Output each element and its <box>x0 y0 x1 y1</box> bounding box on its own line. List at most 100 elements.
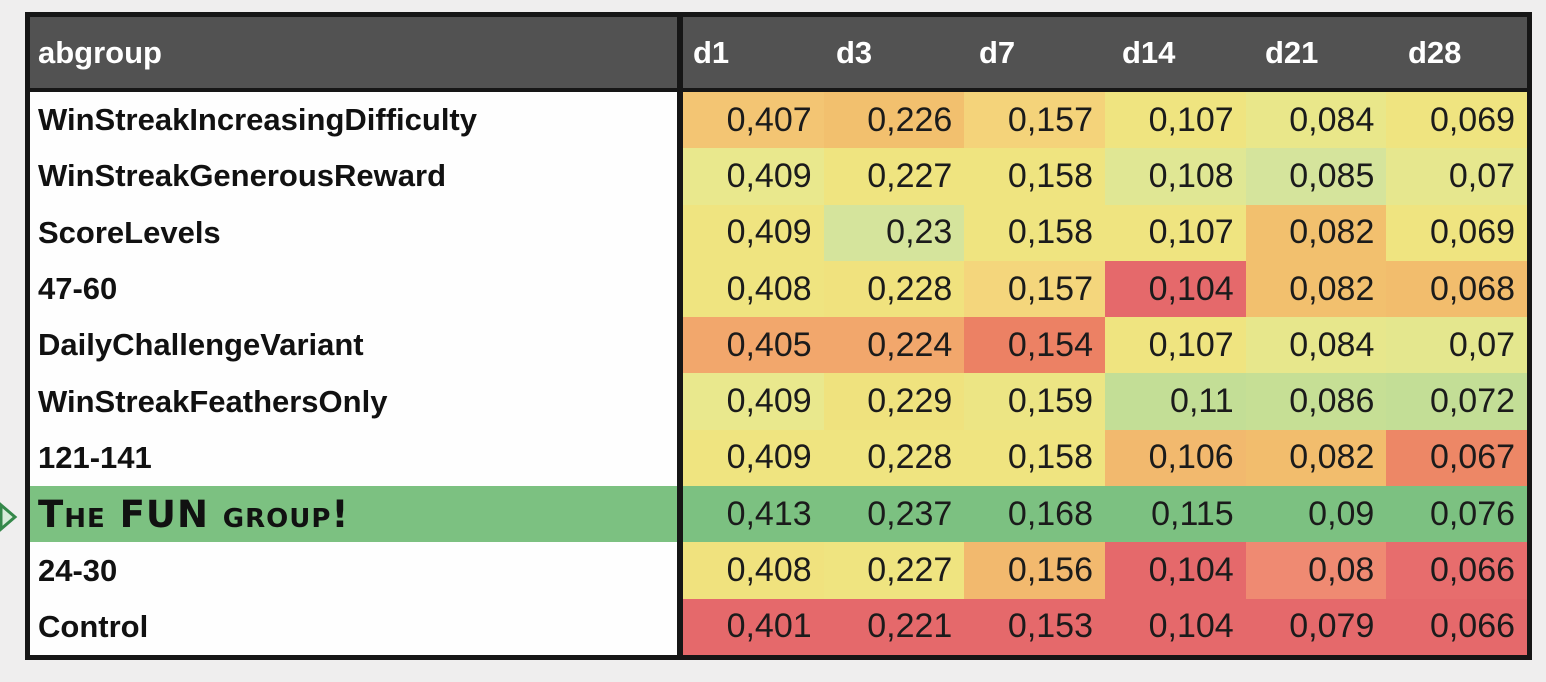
row-label: Control <box>30 598 683 655</box>
table-row: WinStreakIncreasingDifficulty 0,407 0,226 0… <box>30 92 1528 149</box>
heatmap-cell: 0,408 <box>683 542 824 599</box>
heatmap-cell: 0,067 <box>1386 429 1528 487</box>
heatmap-cell: 0,082 <box>1245 204 1387 261</box>
retention-heatmap-table: abgroup d1 d3 d7 d14 d21 d28 WinStreakIncreas… <box>25 12 1532 660</box>
heatmap-cell: 0,408 <box>683 260 824 318</box>
table-row: ScoreLevels 0,409 0,23 0,158 0,107 0,082 0,069 <box>30 204 1528 261</box>
heatmap-cell: 0,086 <box>1245 373 1387 430</box>
row-cells: 0,408 0,228 0,157 0,104 0,082 0,068 <box>683 260 1528 318</box>
row-label: DailyChallengeVariant <box>30 317 683 374</box>
column-header: d3 <box>836 34 873 70</box>
heatmap-cell: 0,079 <box>1245 598 1387 655</box>
heatmap-cell: 0,158 <box>964 148 1106 205</box>
heatmap-cell: 0,405 <box>683 317 824 374</box>
heatmap-cell: 0,08 <box>1245 542 1387 599</box>
heatmap-cell: 0,168 <box>964 486 1106 543</box>
row-label-highlighted: The FUN group! <box>30 486 683 543</box>
table-row: 121-141 0,409 0,228 0,158 0,106 0,082 0,067 <box>30 429 1528 487</box>
table-row: WinStreakFeathersOnly 0,409 0,229 0,159 0,11… <box>30 373 1528 430</box>
heatmap-cell: 0,154 <box>964 317 1106 374</box>
heatmap-cell: 0,108 <box>1105 148 1246 205</box>
row-label: WinStreakIncreasingDifficulty <box>30 92 683 149</box>
row-label: 121-141 <box>30 429 683 487</box>
table-body: WinStreakIncreasingDifficulty 0,407 0,226 0… <box>30 92 1528 655</box>
heatmap-cell: 0,156 <box>964 542 1106 599</box>
table-row: WinStreakGenerousReward 0,409 0,227 0,158 0,… <box>30 148 1528 205</box>
heatmap-cell: 0,084 <box>1245 92 1387 149</box>
abgroup-column-header: abgroup <box>30 17 683 88</box>
heatmap-cell: 0,229 <box>823 373 965 430</box>
heatmap-cell: 0,407 <box>683 92 824 149</box>
row-cells: 0,409 0,227 0,158 0,108 0,085 0,07 <box>683 148 1528 205</box>
heatmap-cell: 0,237 <box>823 486 965 543</box>
table-header-row: abgroup d1 d3 d7 d14 d21 d28 <box>30 17 1527 92</box>
heatmap-cell: 0,076 <box>1386 486 1528 543</box>
heatmap-cell: 0,107 <box>1105 204 1246 261</box>
row-label: WinStreakGenerousReward <box>30 148 683 205</box>
heatmap-cell: 0,104 <box>1105 542 1246 599</box>
row-cells: 0,401 0,221 0,153 0,104 0,079 0,066 <box>683 598 1528 655</box>
heatmap-cell: 0,159 <box>964 373 1106 430</box>
row-label: 24-30 <box>30 542 683 599</box>
column-header: d28 <box>1408 34 1462 70</box>
column-header: d14 <box>1122 34 1176 70</box>
heatmap-cell: 0,09 <box>1245 486 1387 543</box>
heatmap-cell: 0,413 <box>683 486 824 543</box>
heatmap-cell: 0,084 <box>1245 317 1387 374</box>
heatmap-cell: 0,157 <box>964 92 1106 149</box>
heatmap-cell: 0,158 <box>964 204 1106 261</box>
table-row: The FUN group! 0,413 0,237 0,168 0,115 0,09 0,… <box>30 486 1528 543</box>
highlight-arrow-icon <box>0 502 18 532</box>
column-header: d7 <box>979 34 1016 70</box>
heatmap-cell: 0,11 <box>1105 373 1246 430</box>
heatmap-cell: 0,409 <box>683 204 824 261</box>
heatmap-cell: 0,082 <box>1245 260 1387 318</box>
table-row: 47-60 0,408 0,228 0,157 0,104 0,082 0,068 <box>30 260 1528 318</box>
day-header-cells: d1 d3 d7 d14 d21 d28 <box>683 17 1527 88</box>
heatmap-cell: 0,104 <box>1105 260 1246 318</box>
row-cells: 0,413 0,237 0,168 0,115 0,09 0,076 <box>683 486 1528 543</box>
table-row: DailyChallengeVariant 0,405 0,224 0,154 0,10… <box>30 317 1528 374</box>
heatmap-cell: 0,066 <box>1386 598 1528 655</box>
heatmap-cell: 0,409 <box>683 148 824 205</box>
heatmap-cell: 0,07 <box>1386 148 1528 205</box>
heatmap-cell: 0,153 <box>964 598 1106 655</box>
heatmap-cell: 0,072 <box>1386 373 1528 430</box>
heatmap-cell: 0,226 <box>823 92 965 149</box>
heatmap-cell: 0,104 <box>1105 598 1246 655</box>
row-label: 47-60 <box>30 260 683 318</box>
heatmap-cell: 0,085 <box>1245 148 1387 205</box>
heatmap-cell: 0,066 <box>1386 542 1528 599</box>
heatmap-cell: 0,409 <box>683 373 824 430</box>
heatmap-cell: 0,409 <box>683 429 824 487</box>
heatmap-cell: 0,115 <box>1105 486 1246 543</box>
heatmap-cell: 0,227 <box>823 542 965 599</box>
heatmap-cell: 0,23 <box>823 204 965 261</box>
row-cells: 0,409 0,23 0,158 0,107 0,082 0,069 <box>683 204 1528 261</box>
heatmap-cell: 0,082 <box>1245 429 1387 487</box>
row-label: ScoreLevels <box>30 204 683 261</box>
heatmap-cell: 0,227 <box>823 148 965 205</box>
table-row: 24-30 0,408 0,227 0,156 0,104 0,08 0,066 <box>30 542 1528 599</box>
heatmap-cell: 0,069 <box>1386 204 1528 261</box>
heatmap-cell: 0,07 <box>1386 317 1528 374</box>
heatmap-cell: 0,106 <box>1105 429 1246 487</box>
row-cells: 0,407 0,226 0,157 0,107 0,084 0,069 <box>683 92 1528 149</box>
heatmap-cell: 0,221 <box>823 598 965 655</box>
column-header: d1 <box>693 34 730 70</box>
heatmap-cell: 0,069 <box>1386 92 1528 149</box>
row-cells: 0,405 0,224 0,154 0,107 0,084 0,07 <box>683 317 1528 374</box>
heatmap-cell: 0,107 <box>1105 92 1246 149</box>
row-label: WinStreakFeathersOnly <box>30 373 683 430</box>
heatmap-cell: 0,228 <box>823 260 965 318</box>
heatmap-cell: 0,228 <box>823 429 965 487</box>
heatmap-cell: 0,224 <box>823 317 965 374</box>
heatmap-cell: 0,158 <box>964 429 1106 487</box>
heatmap-cell: 0,107 <box>1105 317 1246 374</box>
heatmap-cell: 0,068 <box>1386 260 1528 318</box>
row-cells: 0,408 0,227 0,156 0,104 0,08 0,066 <box>683 542 1528 599</box>
heatmap-cell: 0,157 <box>964 260 1106 318</box>
row-cells: 0,409 0,228 0,158 0,106 0,082 0,067 <box>683 429 1528 487</box>
table-row: Control 0,401 0,221 0,153 0,104 0,079 0,066 <box>30 598 1528 655</box>
column-header: d21 <box>1265 34 1319 70</box>
